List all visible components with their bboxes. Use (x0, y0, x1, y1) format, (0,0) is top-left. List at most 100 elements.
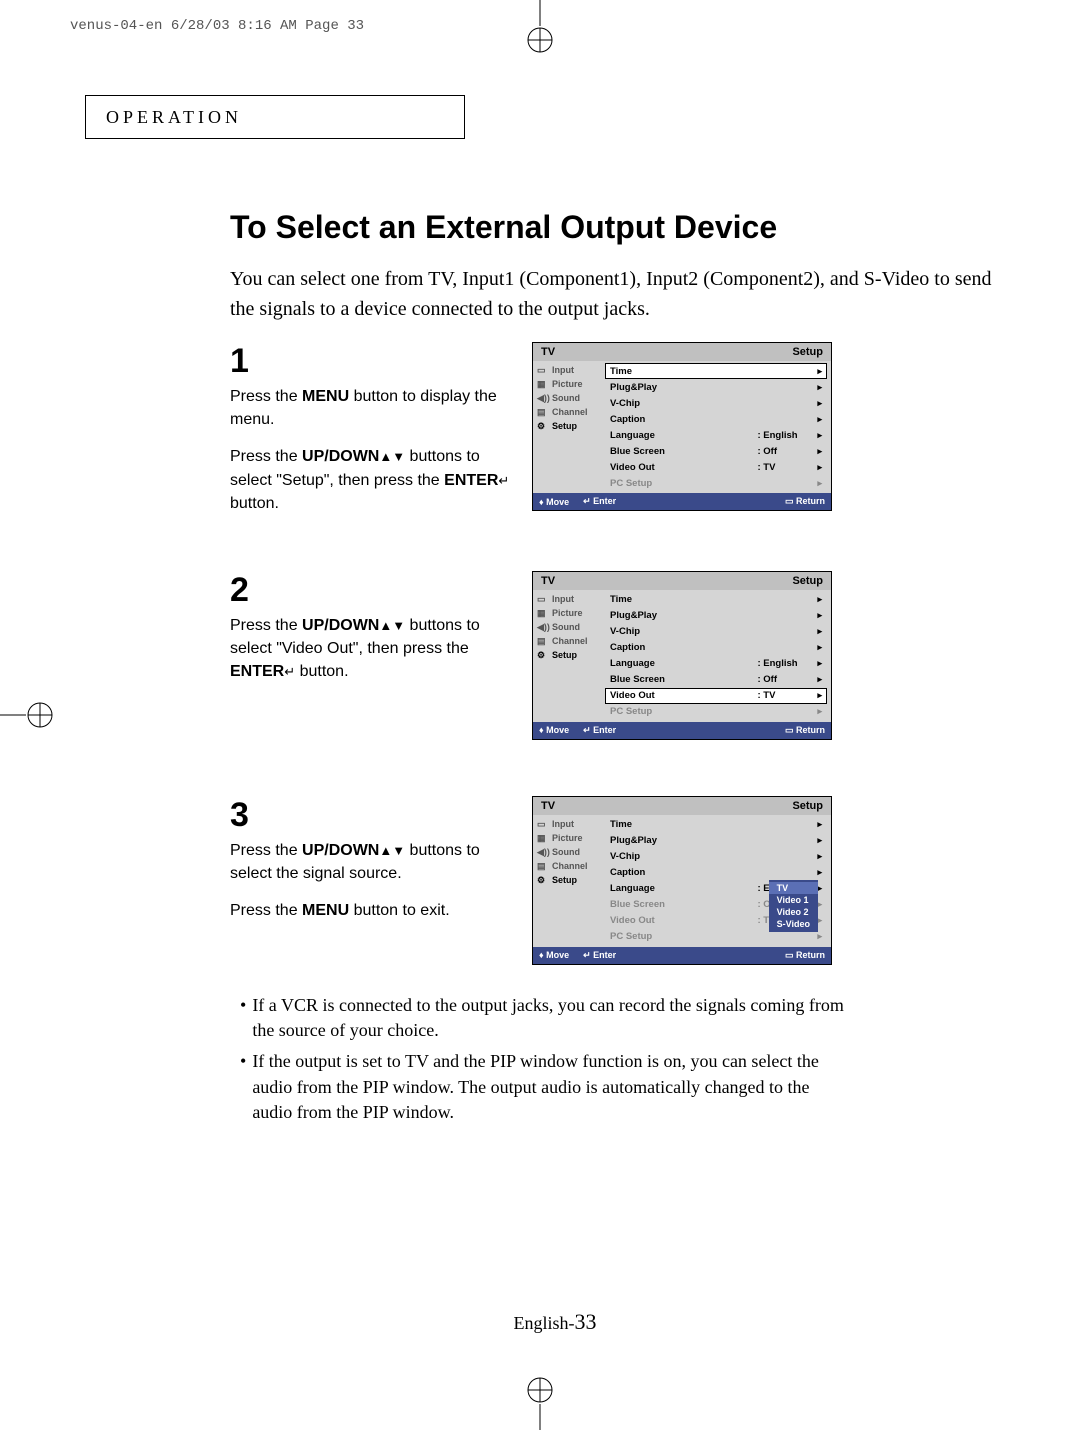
osd-row-label: Language (610, 883, 757, 894)
osd-row-videoout: Video Out: TV▸ (605, 459, 827, 475)
osd-sidebar-item: ⚙Setup (533, 419, 603, 433)
note-1-text: If a VCR is connected to the output jack… (252, 993, 850, 1043)
sidebar-label: Setup (552, 421, 577, 431)
step-1-desc-2: Press the UP/DOWN▲▼ buttons to select "S… (230, 445, 510, 515)
sidebar-icon: ⚙ (537, 875, 549, 885)
caret-icon: ▸ (817, 382, 822, 393)
osd-row-label: Plug&Play (610, 835, 757, 846)
crop-mark-top-icon (510, 0, 570, 60)
osd-row-videoout: Video Out: TV▸ (605, 688, 827, 704)
step-1-desc-1: Press the MENU button to display the men… (230, 385, 510, 431)
osd-menu: TVSetup▭Input▦Picture◀))Sound▤Channel⚙Se… (532, 342, 832, 511)
step-3-text: 3 Press the UP/DOWN▲▼ buttons to select … (230, 796, 510, 923)
note-2-text: If the output is set to TV and the PIP w… (252, 1049, 850, 1125)
osd-row-label: Caption (610, 414, 757, 425)
osd-sidebar-item: ◀))Sound (533, 845, 603, 859)
osd-row-label: Video Out (610, 462, 757, 473)
osd-sidebar-item: ▭Input (533, 817, 603, 831)
sidebar-icon: ⚙ (537, 421, 549, 431)
txt: button. (295, 663, 348, 680)
popup-item: TV (769, 882, 818, 894)
caret-icon: ▸ (817, 462, 822, 473)
updown-icon: ▲▼ (379, 449, 405, 464)
caret-icon: ▸ (817, 446, 822, 457)
txt: Press the (230, 388, 302, 405)
osd-row-label: Caption (610, 867, 757, 878)
sidebar-label: Picture (552, 379, 583, 389)
osd-row-label: Plug&Play (610, 610, 757, 621)
page-lang: English- (514, 1313, 575, 1333)
caret-icon: ▸ (817, 819, 822, 830)
step-1: 1 Press the MENU button to display the m… (230, 342, 1025, 515)
osd-sidebar-item: ▦Picture (533, 606, 603, 620)
osd-row-label: V-Chip (610, 626, 757, 637)
step-3-desc-1: Press the UP/DOWN▲▼ buttons to select th… (230, 839, 510, 885)
caret-icon: ▸ (817, 706, 822, 717)
osd-row-language: Language: English▸ (605, 427, 827, 443)
step-1-text: 1 Press the MENU button to display the m… (230, 342, 510, 515)
footer-enter: ↵ Enter (583, 496, 616, 507)
sidebar-label: Channel (552, 636, 588, 646)
osd-row-vchip: V-Chip▸ (605, 395, 827, 411)
sidebar-icon: ◀)) (537, 847, 549, 857)
sidebar-icon: ▤ (537, 407, 549, 417)
caret-icon: ▸ (817, 931, 822, 942)
caret-icon: ▸ (817, 899, 822, 910)
osd-sidebar-item: ⚙Setup (533, 648, 603, 662)
caret-icon: ▸ (817, 883, 822, 894)
section-tab-label: OPERATION (106, 107, 242, 128)
osd-sidebar-item: ▦Picture (533, 831, 603, 845)
txt-bold: UP/DOWN (302, 448, 379, 465)
popup-item: Video 2 (769, 906, 818, 918)
caret-icon: ▸ (817, 835, 822, 846)
osd-row-label: PC Setup (610, 931, 757, 942)
osd-row-label: Blue Screen (610, 674, 757, 685)
txt-bold: UP/DOWN (302, 617, 379, 634)
bullet-icon: • (240, 1049, 246, 1125)
sidebar-label: Setup (552, 650, 577, 660)
sidebar-label: Sound (552, 393, 580, 403)
notes: •If a VCR is connected to the output jac… (240, 993, 850, 1125)
caret-icon: ▸ (817, 478, 822, 489)
osd-sidebar: ▭Input▦Picture◀))Sound▤Channel⚙Setup (533, 815, 603, 947)
caret-icon: ▸ (817, 626, 822, 637)
osd-screenshot-1: TVSetup▭Input▦Picture◀))Sound▤Channel⚙Se… (532, 342, 832, 511)
caret-icon: ▸ (817, 674, 822, 685)
osd-row-pcsetup: PC Setup ▸ (605, 704, 827, 720)
caret-icon: ▸ (817, 430, 822, 441)
step-2-text: 2 Press the UP/DOWN▲▼ buttons to select … (230, 571, 510, 684)
sidebar-icon: ▦ (537, 608, 549, 618)
txt-bold: ENTER (230, 663, 284, 680)
crop-mark-left-icon (0, 685, 60, 745)
osd-row-label: Video Out (610, 690, 757, 701)
txt: Press the (230, 902, 302, 919)
osd-row-label: Time (610, 819, 757, 830)
osd-sidebar-item: ⚙Setup (533, 873, 603, 887)
footer-return: ▭ Return (785, 725, 825, 736)
osd-row-label: Video Out (610, 915, 757, 926)
osd-row-vchip: V-Chip ▸ (605, 624, 827, 640)
osd-title-left: TV (541, 346, 555, 358)
osd-sidebar-item: ◀))Sound (533, 620, 603, 634)
osd-header: TVSetup (533, 797, 831, 815)
txt: Press the (230, 842, 302, 859)
osd-row-bluescreen: Blue Screen: Off▸ (605, 443, 827, 459)
section-tab: OPERATION (85, 95, 465, 139)
footer-move: ♦ Move (539, 725, 569, 736)
osd-row-label: Language (610, 658, 757, 669)
sidebar-label: Input (552, 594, 574, 604)
txt-bold: UP/DOWN (302, 842, 379, 859)
osd-row-label: Blue Screen (610, 899, 757, 910)
print-header: venus-04-en 6/28/03 8:16 AM Page 33 (70, 18, 364, 34)
osd-sidebar-item: ▭Input (533, 363, 603, 377)
sidebar-icon: ◀)) (537, 393, 549, 403)
step-1-number: 1 (230, 342, 510, 381)
osd-row-label: V-Chip (610, 851, 757, 862)
sidebar-label: Input (552, 819, 574, 829)
osd-row-label: PC Setup (610, 706, 757, 717)
txt-bold: MENU (302, 902, 349, 919)
osd-row-value: : Off (757, 446, 817, 457)
footer-enter: ↵ Enter (583, 950, 616, 961)
osd-sidebar-item: ▭Input (533, 592, 603, 606)
step-3: 3 Press the UP/DOWN▲▼ buttons to select … (230, 796, 1025, 965)
